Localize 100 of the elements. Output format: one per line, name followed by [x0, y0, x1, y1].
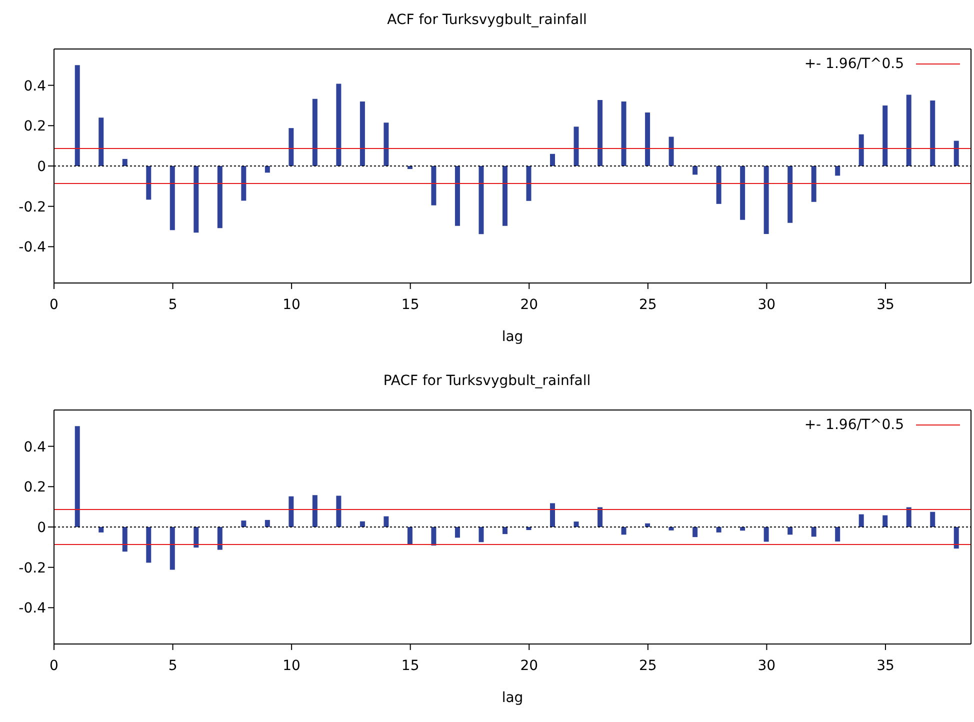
bar: [835, 527, 840, 542]
bar: [930, 512, 936, 527]
bar: [858, 134, 864, 166]
x-axis-title: lag: [502, 690, 524, 706]
bar: [502, 527, 508, 534]
bar: [598, 100, 603, 166]
bar: [621, 101, 626, 166]
bar: [882, 515, 888, 527]
x-tick-label: 5: [168, 296, 178, 313]
bar: [692, 166, 698, 175]
x-tick-label: 5: [168, 658, 178, 674]
bar: [264, 166, 270, 173]
bar: [882, 105, 888, 166]
x-tick-label: 30: [758, 296, 776, 313]
bar: [550, 154, 556, 166]
bar: [360, 521, 365, 527]
bar: [360, 101, 365, 166]
bar: [264, 520, 270, 527]
y-tick-label: 0.4: [24, 439, 46, 456]
bar: [384, 516, 389, 527]
bar: [170, 166, 175, 230]
bar: [668, 136, 674, 166]
bar: [930, 100, 936, 166]
bar: [645, 523, 650, 527]
bar: [478, 166, 484, 234]
bar: [170, 527, 175, 570]
bar: [550, 503, 556, 527]
bar: [668, 527, 674, 530]
bar: [122, 158, 128, 166]
bar: [811, 166, 816, 202]
bar: [788, 527, 793, 535]
bar: [312, 98, 318, 166]
bar: [217, 166, 222, 228]
x-tick-label: 15: [401, 296, 420, 313]
legend-label: +- 1.96/T^0.5: [804, 56, 904, 72]
bar: [906, 507, 912, 527]
bar: [241, 166, 246, 201]
bar: [598, 507, 603, 527]
bar: [954, 527, 959, 549]
bar: [241, 520, 246, 527]
bar: [954, 140, 959, 166]
bar: [716, 527, 722, 532]
bar: [407, 166, 412, 170]
bar: [288, 128, 294, 166]
legend-label: +- 1.96/T^0.5: [804, 417, 904, 433]
bar: [574, 522, 579, 527]
bar: [526, 166, 532, 201]
bar: [384, 122, 389, 166]
x-tick-label: 0: [50, 296, 58, 313]
bar: [858, 514, 864, 527]
bar: [716, 166, 722, 204]
bar: [194, 527, 199, 548]
bar: [478, 527, 484, 542]
bar: [194, 166, 199, 233]
x-tick-label: 20: [520, 296, 538, 313]
y-tick-label: 0.4: [24, 78, 46, 94]
x-tick-label: 35: [876, 658, 894, 674]
bar: [835, 166, 840, 176]
bar: [454, 527, 460, 538]
bar: [98, 527, 104, 532]
y-tick-label: -0.4: [18, 240, 46, 256]
y-tick-label: -0.2: [18, 199, 46, 216]
x-tick-label: 10: [282, 658, 300, 674]
bar: [764, 166, 769, 234]
y-tick-label: 0: [37, 520, 46, 536]
bar: [98, 118, 104, 166]
bar: [336, 496, 342, 527]
y-tick-label: 0: [37, 158, 46, 175]
x-axis-title: lag: [502, 329, 524, 345]
x-tick-label: 10: [282, 296, 300, 313]
y-tick-label: 0.2: [24, 118, 46, 135]
chart-title: ACF for Turksvygbult_rainfall: [386, 12, 588, 28]
bar: [645, 112, 650, 166]
bar: [454, 166, 460, 226]
bar: [288, 496, 294, 527]
bar: [407, 527, 412, 545]
y-tick-label: -0.4: [18, 600, 46, 617]
bar: [740, 527, 746, 531]
y-tick-label: 0.2: [24, 480, 46, 496]
y-tick-label: -0.2: [18, 560, 46, 576]
bar: [788, 166, 793, 223]
bar: [692, 527, 698, 538]
x-tick-label: 20: [520, 658, 538, 674]
x-tick-label: 25: [639, 296, 657, 313]
bar: [502, 166, 508, 226]
bar: [217, 527, 222, 550]
bar: [431, 166, 436, 206]
bar: [764, 527, 769, 542]
bar: [146, 166, 152, 200]
chart-title: PACF for Turksvygbult_rainfall: [382, 373, 592, 389]
x-tick-label: 0: [50, 658, 58, 674]
x-tick-label: 25: [639, 658, 657, 674]
x-tick-label: 30: [758, 658, 776, 674]
bar: [74, 65, 80, 166]
x-tick-label: 15: [401, 658, 420, 674]
bar: [312, 495, 318, 527]
bar: [811, 527, 816, 537]
bar: [574, 126, 579, 166]
bar: [431, 527, 436, 546]
bar: [74, 426, 80, 527]
